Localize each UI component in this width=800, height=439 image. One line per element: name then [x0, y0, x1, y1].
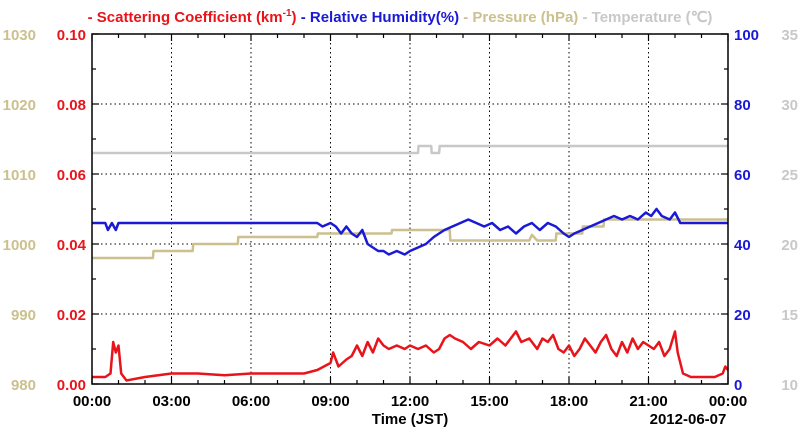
- title-dash-0: -: [88, 9, 97, 26]
- pressure-tick-label: 1010: [3, 167, 36, 184]
- temperature-tick-label: 30: [781, 97, 798, 114]
- series-lines: [92, 144, 729, 382]
- humidity-tick-label: 80: [734, 97, 751, 114]
- title-text-2: Pressure (hPa): [472, 9, 578, 26]
- scattering-tick-label: 0.04: [57, 237, 87, 254]
- title-text-0: Scattering Coefficient (km: [97, 9, 283, 26]
- scattering-tick-label: 0.00: [57, 377, 86, 394]
- scattering-tick-label: 0.06: [57, 167, 86, 184]
- chart-title: - Scattering Coefficient (km-1) - Relati…: [88, 8, 713, 26]
- x-tick-label: 18:00: [550, 393, 588, 410]
- x-tick-label: 09:00: [311, 393, 349, 410]
- x-tick-label: 12:00: [391, 393, 429, 410]
- temperature-series-line: [92, 144, 728, 155]
- x-tick-label: 15:00: [470, 393, 508, 410]
- axis-ticks: [91, 33, 729, 385]
- humidity-tick-label: 40: [734, 237, 751, 254]
- x-tick-label: 00:00: [709, 393, 747, 410]
- scattering-tick-label: 0.10: [57, 27, 86, 44]
- humidity-tick-label: 60: [734, 167, 751, 184]
- title-text-3: Temperature (℃): [592, 9, 713, 26]
- pressure-axis-labels: 980 990 1000 1010 1020 1030: [3, 27, 36, 394]
- pressure-tick-label: 1030: [3, 27, 36, 44]
- temperature-tick-label: 15: [781, 307, 798, 324]
- title-dash-2: -: [459, 9, 472, 26]
- title-dash-1: -: [297, 9, 310, 26]
- x-tick-label: 06:00: [232, 393, 270, 410]
- title-tail-0: ): [292, 9, 297, 26]
- humidity-axis-labels: 0 20 40 60 80 100: [734, 27, 759, 394]
- temperature-tick-label: 20: [781, 237, 798, 254]
- scattering-axis-labels: 0.00 0.02 0.04 0.06 0.08 0.10: [57, 27, 87, 394]
- humidity-tick-label: 100: [734, 27, 759, 44]
- x-tick-label: 03:00: [152, 393, 190, 410]
- temperature-tick-label: 35: [781, 27, 798, 44]
- scattering-tick-label: 0.02: [57, 307, 86, 324]
- temperature-axis-labels: 10 15 20 25 30 35: [781, 27, 798, 394]
- humidity-series-line: [92, 207, 728, 256]
- title-dash-3: -: [578, 9, 591, 26]
- title-text-1: Relative Humidity(%): [310, 9, 459, 26]
- date-label: 2012-06-07: [650, 411, 727, 428]
- scattering-tick-label: 0.08: [57, 97, 86, 114]
- x-tick-label: 00:00: [73, 393, 111, 410]
- x-axis-title: Time (JST): [372, 411, 448, 428]
- scattering-series-line: [92, 330, 729, 382]
- title-sup-0: -1: [283, 8, 292, 19]
- pressure-tick-label: 1020: [3, 97, 36, 114]
- humidity-tick-label: 20: [734, 307, 751, 324]
- humidity-tick-label: 0: [734, 377, 742, 394]
- pressure-tick-label: 980: [11, 377, 36, 394]
- x-tick-label: 21:00: [629, 393, 667, 410]
- pressure-tick-label: 1000: [3, 237, 36, 254]
- temperature-tick-label: 25: [781, 167, 798, 184]
- pressure-tick-label: 990: [11, 307, 36, 324]
- temperature-tick-label: 10: [781, 377, 798, 394]
- time-axis-labels: 00:00 03:00 06:00 09:00 12:00 15:00 18:00 21:00…: [73, 393, 747, 410]
